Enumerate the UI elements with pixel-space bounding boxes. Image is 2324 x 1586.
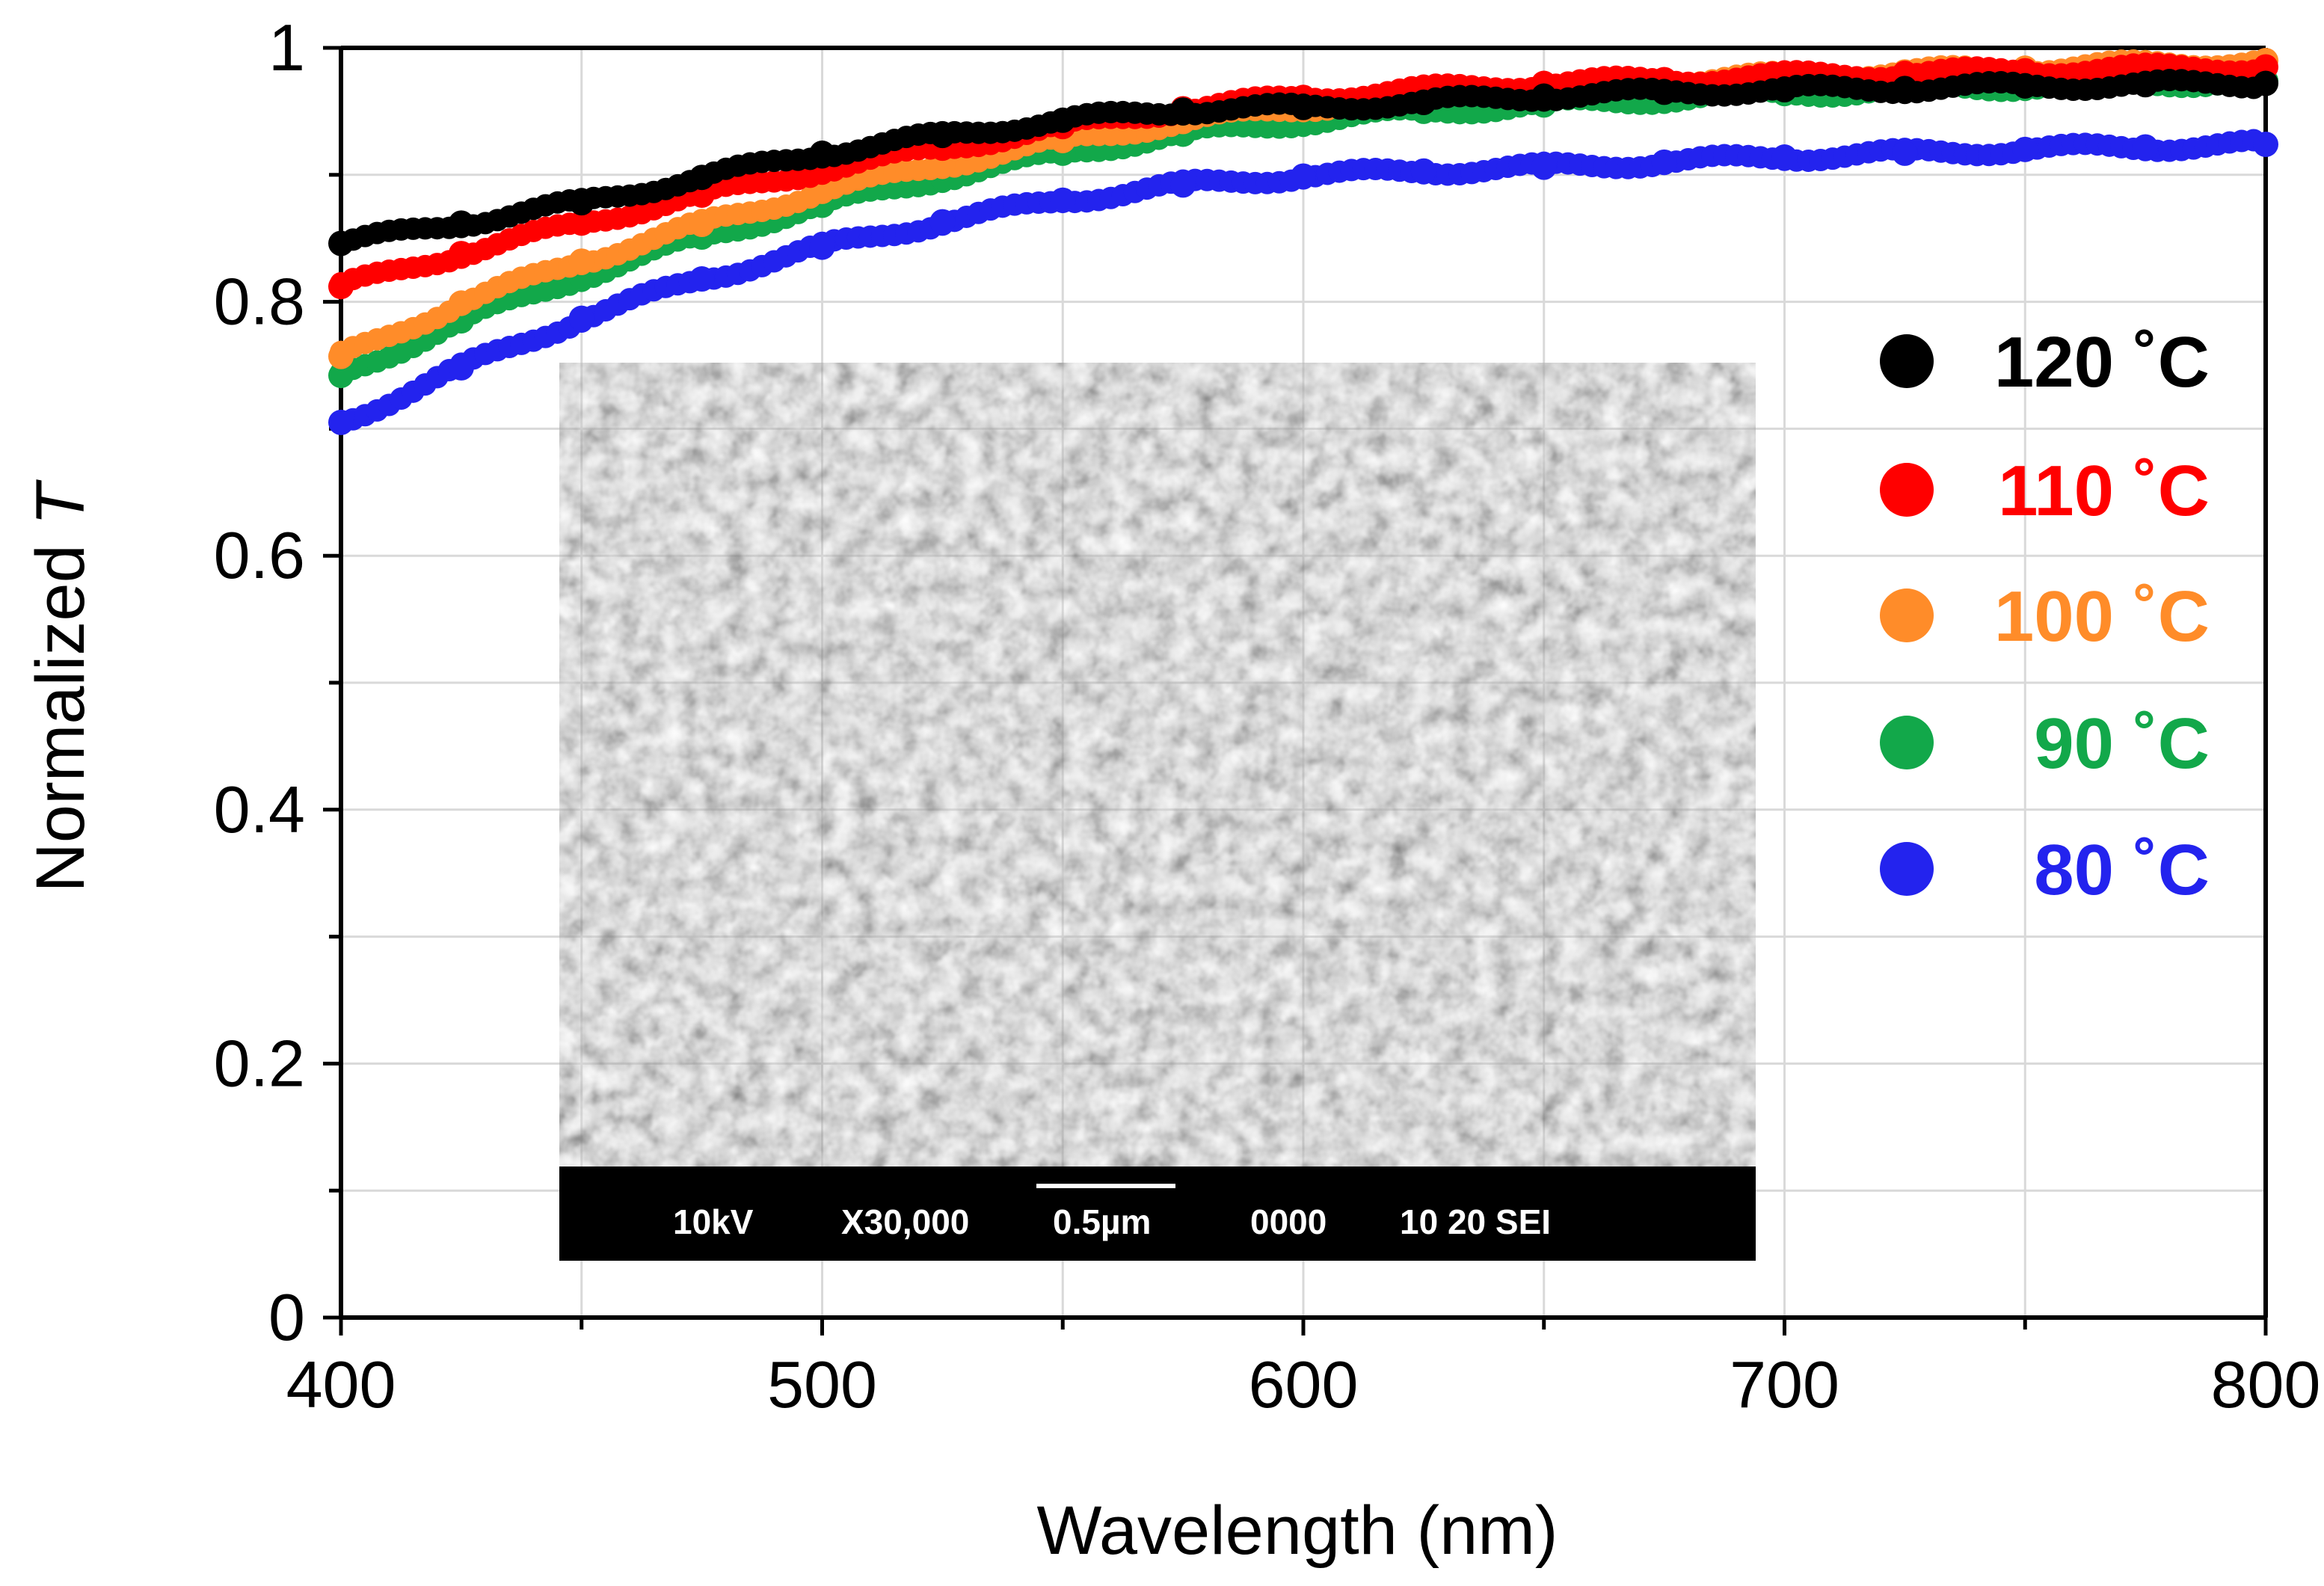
data-point <box>2012 136 2038 162</box>
sem-image <box>559 363 1756 1167</box>
sem-magnification-label: X30,000 <box>841 1202 969 1241</box>
y-axis-title-prefix: Normalized <box>22 526 99 893</box>
y-axis-title-variable: T <box>22 479 99 526</box>
data-point <box>328 230 354 256</box>
sem-kv-label: 10kV <box>673 1202 754 1241</box>
x-tick-label: 700 <box>1730 1347 1839 1421</box>
data-point <box>1170 172 1196 198</box>
legend-label-80: 80 ˚C <box>2034 830 2210 910</box>
y-tick-label: 0.8 <box>214 265 305 339</box>
x-tick-label: 600 <box>1249 1347 1359 1421</box>
data-point <box>1651 79 1677 105</box>
legend-marker-100 <box>1880 588 1934 642</box>
data-point <box>1651 149 1677 175</box>
data-point <box>1771 77 1798 103</box>
axes: 0 0.2 0.4 0.6 0.8 1 400 500 600 700 800 <box>214 10 2321 1421</box>
data-point <box>568 305 594 331</box>
legend-marker-110 <box>1880 463 1934 517</box>
data-point <box>2133 134 2159 160</box>
y-tick-label: 1 <box>268 10 305 84</box>
sem-number-label: 0000 <box>1250 1202 1327 1241</box>
data-point <box>1771 144 1798 170</box>
data-series <box>328 47 2278 435</box>
sem-info-bar <box>559 1167 1756 1261</box>
data-point <box>1531 83 1557 109</box>
x-tick-label: 800 <box>2211 1347 2321 1421</box>
data-point <box>328 274 354 300</box>
legend-marker-120 <box>1880 334 1934 388</box>
legend-label-90: 90 ˚C <box>2034 704 2210 784</box>
y-tick-label: 0.2 <box>214 1026 305 1100</box>
x-tick-label: 500 <box>767 1347 877 1421</box>
series-80C <box>328 129 2278 435</box>
legend: 120 ˚C 110 ˚C 100 ˚C 90 ˚C 80 ˚C <box>1880 322 2210 910</box>
data-point <box>689 266 715 292</box>
data-point <box>1531 154 1557 180</box>
sem-scale-label: 0.5µm <box>1053 1202 1151 1241</box>
data-point <box>1892 76 1918 102</box>
data-point <box>1892 140 1918 166</box>
data-point <box>929 209 956 235</box>
data-point <box>328 363 354 389</box>
x-axis-title: Wavelength (nm) <box>1036 1493 1558 1569</box>
data-point <box>809 140 835 166</box>
data-point <box>1410 90 1436 116</box>
data-point <box>328 409 354 435</box>
legend-label-100: 100 ˚C <box>1994 577 2210 657</box>
data-point <box>689 212 715 238</box>
sem-working-distance-label: 10 20 SEI <box>1400 1202 1551 1241</box>
data-point <box>568 248 594 274</box>
data-point <box>448 290 474 316</box>
data-point <box>929 123 956 149</box>
data-point <box>568 190 594 216</box>
y-tick-label: 0 <box>268 1280 305 1354</box>
x-tick-label: 400 <box>286 1347 396 1421</box>
data-point <box>689 165 715 191</box>
data-point <box>1410 158 1436 184</box>
data-point <box>2253 132 2278 158</box>
legend-label-120: 120 ˚C <box>1994 322 2210 402</box>
y-axis-title: Normalized T <box>22 479 99 893</box>
data-point <box>2253 70 2278 96</box>
data-point <box>448 210 474 236</box>
data-point <box>809 234 835 260</box>
data-point <box>1291 163 1316 189</box>
data-point <box>2133 72 2159 98</box>
data-point <box>448 241 474 267</box>
data-point <box>1170 97 1196 123</box>
data-point <box>1050 187 1076 213</box>
data-point <box>1291 94 1316 120</box>
y-tick-label: 0.4 <box>214 772 305 846</box>
sem-inset: 10kV X30,000 0.5µm 0000 10 20 SEI <box>559 363 1756 1261</box>
data-point <box>1050 107 1076 133</box>
data-point <box>568 210 594 236</box>
legend-label-110: 110 ˚C <box>1998 451 2210 531</box>
data-point <box>328 343 354 369</box>
data-point <box>448 354 474 381</box>
legend-marker-90 <box>1880 716 1934 769</box>
series-120C <box>328 68 2278 256</box>
y-tick-label: 0.6 <box>214 518 305 592</box>
data-point <box>2012 73 2038 99</box>
legend-marker-80 <box>1880 842 1934 896</box>
